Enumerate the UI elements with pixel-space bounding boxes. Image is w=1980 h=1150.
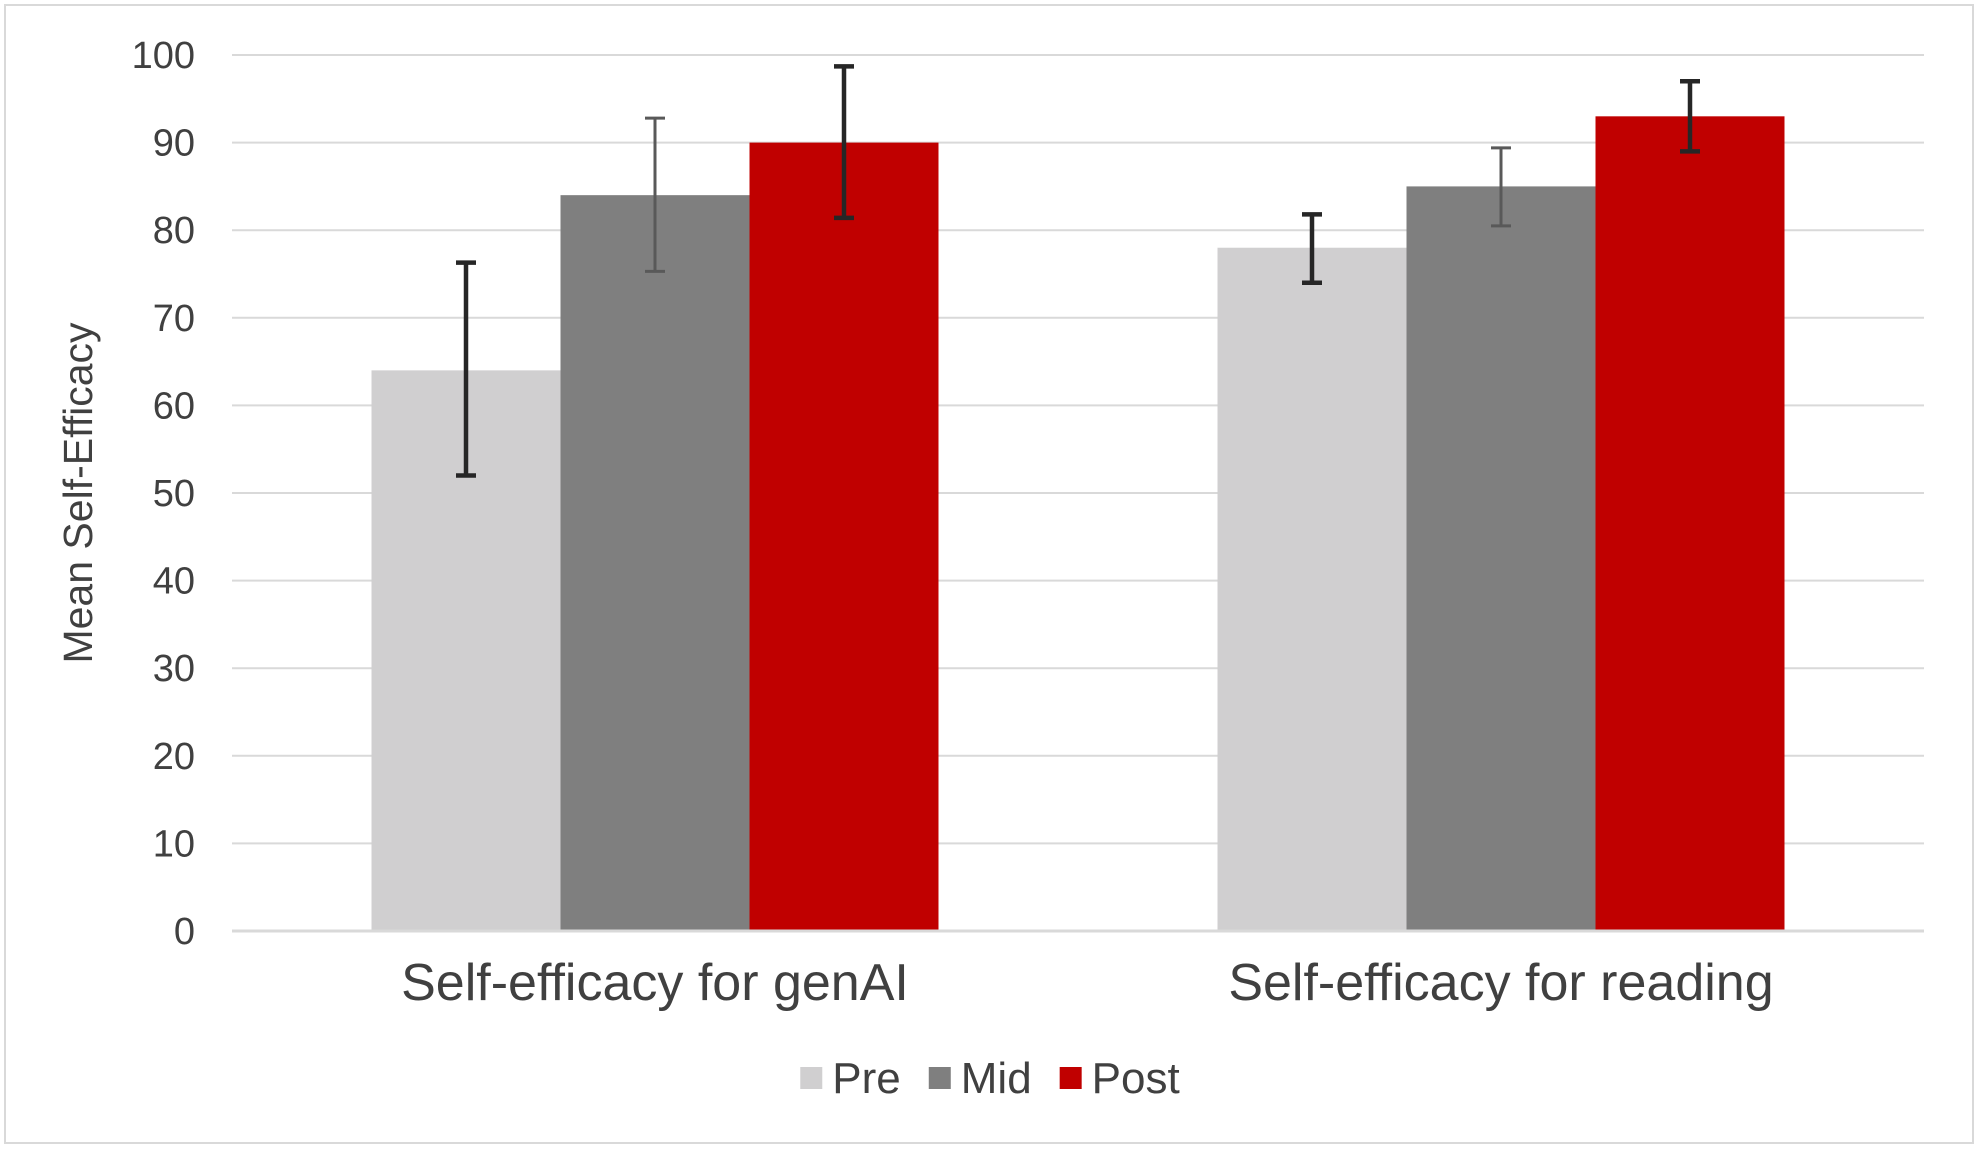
y-tick-label: 80 xyxy=(153,210,195,252)
error-bar-post xyxy=(1680,79,1700,154)
error-bar-pre xyxy=(456,260,476,478)
error-bar-pre xyxy=(1302,212,1322,286)
y-tick-label: 0 xyxy=(174,911,195,953)
y-tick-label: 90 xyxy=(153,123,195,165)
bar-mid xyxy=(560,195,750,931)
y-tick-label: 70 xyxy=(153,298,195,340)
legend-item-mid: Mid xyxy=(928,1054,1032,1103)
y-tick-label: 60 xyxy=(153,385,195,427)
legend-item-pre: Pre xyxy=(800,1054,901,1103)
error-bar-mid xyxy=(1491,146,1511,228)
y-tick-label: 30 xyxy=(153,648,195,690)
error-bar-post xyxy=(834,64,854,221)
legend-label: Post xyxy=(1092,1054,1180,1103)
legend-label: Pre xyxy=(832,1054,900,1103)
error-bar-mid xyxy=(645,116,665,273)
legend-swatch xyxy=(800,1067,823,1089)
bar-post xyxy=(749,142,939,932)
bar-post xyxy=(1595,116,1785,931)
y-axis-ticks: 0 10 20 30 40 50 60 70 80 90 100 xyxy=(132,35,195,953)
y-axis-title: Mean Self-Efficacy xyxy=(55,322,101,664)
x-category-label: Self-efficacy for genAI xyxy=(401,954,909,1012)
legend-label: Mid xyxy=(961,1054,1032,1103)
error-bars xyxy=(456,64,1700,478)
bars xyxy=(371,116,1785,932)
x-axis: Self-efficacy for genAI Self-efficacy for… xyxy=(232,929,1924,1012)
y-tick-label: 10 xyxy=(153,823,195,865)
legend-swatch xyxy=(1059,1067,1082,1089)
legend-swatch xyxy=(928,1067,951,1089)
y-tick-label: 100 xyxy=(132,35,195,77)
legend: Pre Mid Post xyxy=(800,1054,1180,1103)
y-tick-label: 20 xyxy=(153,736,195,778)
bar-mid xyxy=(1406,186,1596,931)
y-tick-label: 40 xyxy=(153,561,195,603)
y-tick-label: 50 xyxy=(153,473,195,515)
legend-item-post: Post xyxy=(1059,1054,1180,1103)
x-category-label: Self-efficacy for reading xyxy=(1228,954,1773,1012)
bar-pre xyxy=(1217,247,1407,932)
